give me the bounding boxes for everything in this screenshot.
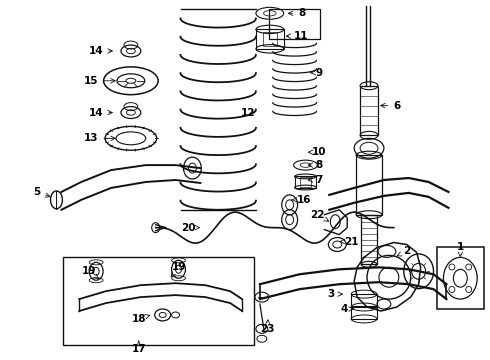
Text: 18: 18 — [132, 314, 150, 324]
Text: 8: 8 — [289, 8, 305, 18]
Bar — [269, 9, 320, 39]
Text: 15: 15 — [84, 76, 115, 86]
Text: 3: 3 — [328, 289, 343, 299]
Text: 8: 8 — [308, 160, 323, 170]
Text: 21: 21 — [340, 237, 358, 247]
Bar — [356, 155, 382, 215]
Text: 7: 7 — [308, 175, 323, 185]
Bar — [360, 86, 378, 135]
Bar — [351, 307, 377, 319]
Bar — [361, 215, 377, 264]
Bar — [300, 176, 311, 188]
Text: 19: 19 — [82, 266, 99, 279]
Text: 23: 23 — [261, 320, 275, 334]
Bar — [256, 30, 284, 49]
Text: 22: 22 — [310, 210, 328, 221]
Text: 6: 6 — [381, 100, 400, 111]
Bar — [351, 294, 377, 306]
Text: 12: 12 — [241, 108, 255, 117]
Text: 14: 14 — [89, 46, 112, 56]
Text: 11: 11 — [287, 31, 309, 41]
Text: 19: 19 — [171, 262, 186, 276]
Text: 4: 4 — [341, 304, 354, 314]
Text: 13: 13 — [84, 133, 115, 143]
Text: 1: 1 — [457, 243, 464, 256]
Bar — [437, 247, 484, 309]
Text: 2: 2 — [397, 247, 410, 256]
Bar — [294, 176, 317, 188]
Text: 9: 9 — [310, 68, 323, 78]
Text: 16: 16 — [292, 195, 312, 205]
Text: 14: 14 — [89, 108, 112, 117]
Text: 5: 5 — [33, 187, 50, 197]
Text: 17: 17 — [131, 341, 146, 354]
Text: 20: 20 — [181, 222, 199, 233]
Text: 10: 10 — [308, 147, 327, 157]
Bar — [263, 32, 277, 46]
Bar — [63, 257, 254, 345]
